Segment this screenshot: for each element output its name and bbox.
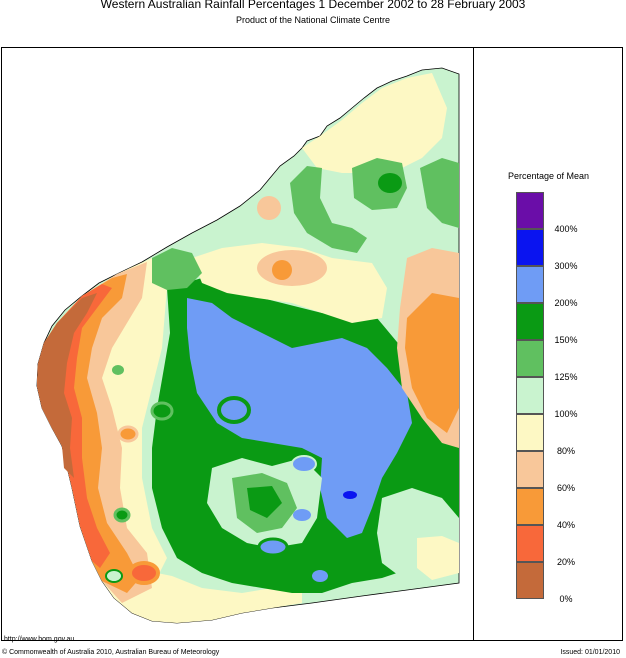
legend-swatch (516, 377, 544, 414)
west-green-2 (113, 507, 131, 523)
blue-spot-south-2 (293, 509, 311, 521)
legend-label: 100% (554, 409, 578, 419)
legend-swatch (516, 414, 544, 451)
legend-swatch (516, 303, 544, 340)
blue-spot-south (257, 537, 289, 557)
west-green-4 (117, 425, 139, 443)
west-coast-brown (37, 293, 97, 478)
legend-swatch (516, 266, 544, 303)
west-green-1 (150, 401, 174, 421)
kimberley-cream (302, 73, 447, 173)
southeast-cream (417, 536, 459, 580)
pilbara-green (290, 166, 367, 253)
kimberley-dark-green (378, 173, 402, 193)
legend-label: 20% (556, 557, 575, 567)
east-green-strip (420, 158, 459, 228)
legend-title: Percentage of Mean (507, 171, 590, 181)
legend-label: 80% (556, 446, 575, 456)
dark-blue-spot (343, 491, 357, 499)
legend-swatch (516, 525, 544, 562)
north-orange-blob (272, 260, 292, 280)
central-blue-region (187, 298, 412, 538)
legend-label: 0% (559, 594, 573, 604)
issued-date: Issued: 01/01/2010 (560, 649, 620, 656)
map-subtitle: Product of the National Climate Centre (235, 15, 391, 25)
source-url[interactable]: http://www.bom.gov.au (4, 636, 75, 643)
southwest-red (128, 561, 160, 585)
legend-label: 300% (554, 261, 578, 271)
legend-swatch (516, 229, 544, 266)
legend-swatch (516, 562, 544, 599)
northwest-peach (257, 196, 281, 220)
legend-swatch (516, 340, 544, 377)
copyright-text: © Commonwealth of Australia 2010, Austra… (2, 649, 220, 656)
legend-divider (473, 47, 474, 641)
rainfall-map (36, 67, 460, 624)
blue-spot-southeast (291, 455, 317, 473)
legend-label: 150% (554, 335, 578, 345)
blue-spot-west (217, 396, 251, 424)
legend-label: 40% (556, 520, 575, 530)
west-green-3 (105, 569, 123, 583)
west-coast-green-strip (152, 248, 202, 290)
map-frame (1, 47, 623, 641)
legend-swatch (516, 192, 544, 229)
east-orange-strip (405, 293, 459, 433)
legend-swatch (516, 451, 544, 488)
mid-dark-patch (247, 486, 282, 518)
legend-label: 60% (556, 483, 575, 493)
legend-label: 400% (554, 224, 578, 234)
legend-label: 200% (554, 298, 578, 308)
west-green-5 (112, 365, 124, 375)
north-peach-blob (257, 250, 327, 286)
legend-swatch (516, 488, 544, 525)
map-title: Western Australian Rainfall Percentages … (100, 0, 526, 11)
blue-spot-coast (312, 570, 328, 582)
legend-label: 125% (554, 372, 578, 382)
